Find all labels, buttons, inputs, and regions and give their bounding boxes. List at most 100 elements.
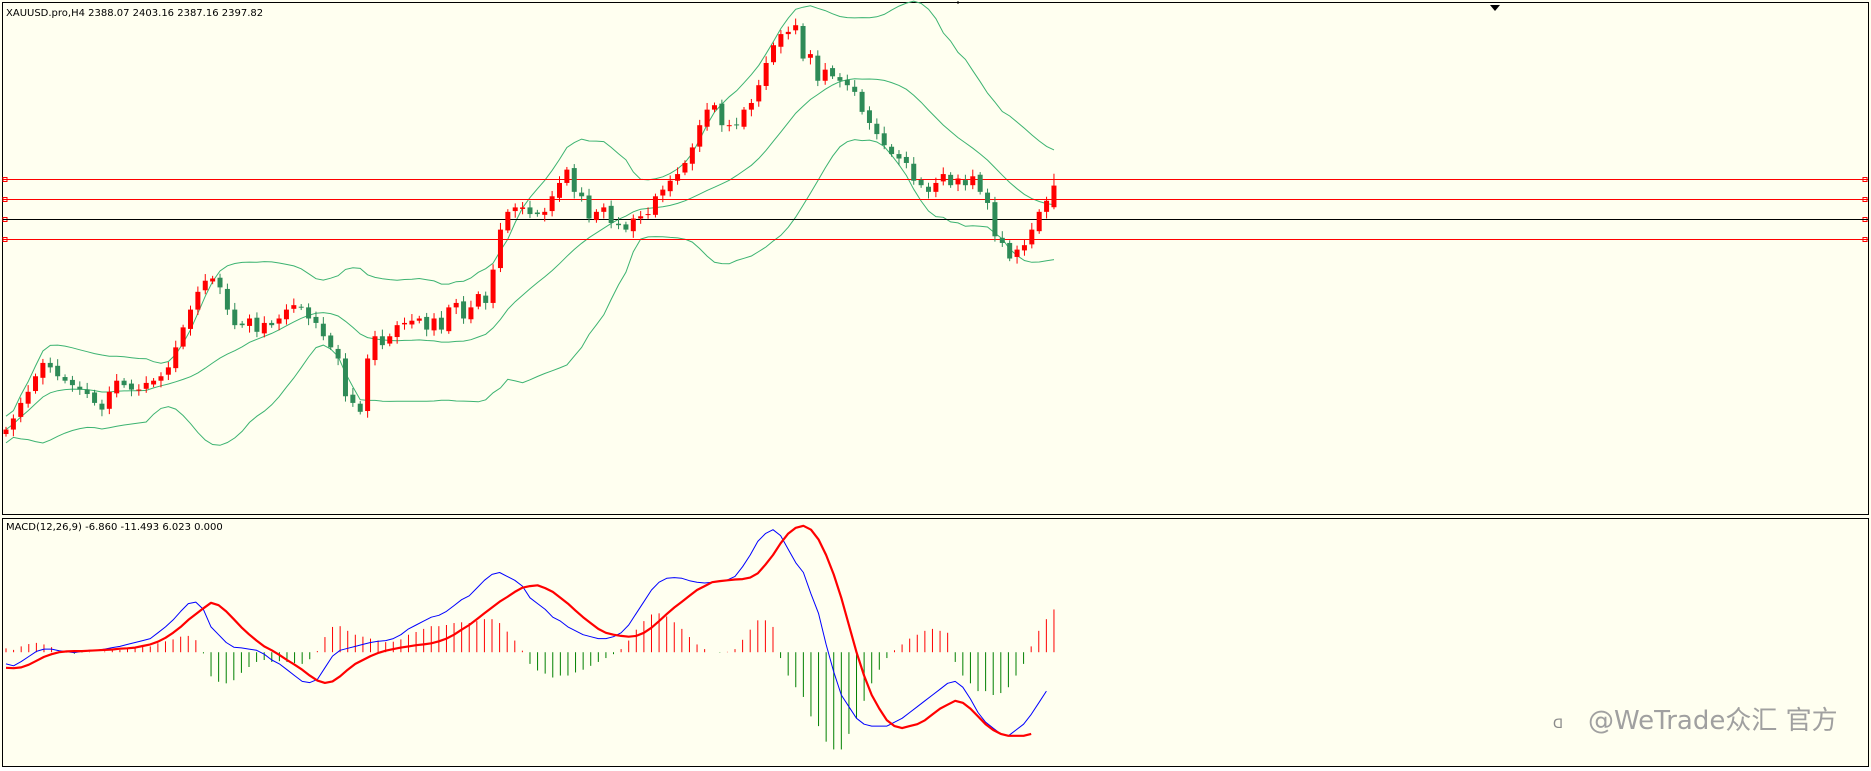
candle-body [424,316,430,330]
candle-body [505,211,511,231]
candle-body [756,85,762,102]
watermark-text: @WeTrade众汇 官方 [1588,706,1838,736]
candle-body [468,307,474,320]
candle-body [431,318,437,331]
candle-body [645,214,651,216]
level-handle-right[interactable] [1862,237,1868,242]
price-panel-label: XAUUSD.pro,H4 2388.07 2403.16 2387.16 23… [6,8,263,19]
bollinger-bands [5,0,1055,446]
bollinger-lower-band [5,139,1055,446]
candle-body [815,55,821,81]
candle-body [593,211,599,221]
candle-body [173,347,179,369]
candle-body [62,377,68,381]
candle-body [652,196,658,215]
candle-body [379,336,385,346]
candle-body [557,182,562,198]
macd-line [5,529,1047,737]
candle-body [1014,249,1020,257]
level-handle-right[interactable] [1862,197,1868,202]
level-handle-left[interactable] [2,197,8,202]
candle-body [69,379,75,386]
level-handle-left[interactable] [2,237,8,242]
candle-body [697,125,703,147]
candle-body [985,192,991,203]
candle-body [608,205,614,223]
macd-panel-label: MACD(12,26,9) -6.860 -11.493 6.023 0.000 [6,522,223,533]
candle-body [283,309,289,320]
candle-body [328,335,334,348]
candle-body [542,211,548,215]
candle-body [874,123,880,135]
candle-body [527,207,533,215]
candle-body [291,305,297,309]
candle-body [918,179,924,186]
candle-body [365,358,371,412]
watermark: ᗡ @WeTrade众汇 官方 [1553,706,1838,736]
candle-body [601,207,607,212]
candle-body [830,68,836,77]
candle-body [667,180,673,192]
candle-body [763,62,769,86]
price-panel-border [2,2,1869,515]
candle-body [261,322,267,334]
candles [3,18,1057,437]
candle-body [970,176,976,186]
candle-body [852,86,858,92]
candle-body [977,174,983,192]
bollinger-middle-band [5,78,1055,430]
horizontal-levels[interactable] [2,177,1868,242]
candle-body [1021,245,1027,251]
candle-body [357,403,363,412]
shift-marker-icon[interactable] [1490,5,1500,11]
candle-body [55,365,61,377]
candle-body [962,180,968,186]
candle-body [933,182,939,192]
candle-body [18,402,24,417]
candle-body [630,218,636,232]
candle-body [992,202,998,237]
candle-body [438,317,444,330]
price-panel[interactable]: XAUUSD.pro,H4 2388.07 2403.16 2387.16 23… [2,0,1869,515]
candle-body [3,429,9,435]
candle-body [571,168,577,192]
candle-body [881,133,887,146]
candle-body [726,125,732,127]
candle-body [793,25,799,31]
candle-body [269,322,275,326]
candle-body [689,147,695,164]
candle-body [306,307,312,319]
level-handle-right[interactable] [1862,177,1868,182]
candle-body [741,109,747,127]
candle-body [889,146,895,155]
candle-body [940,174,946,182]
candle-body [734,124,740,126]
candle-body [136,389,142,391]
candle-body [128,383,134,390]
candle-body [84,389,90,395]
candle-body [616,223,622,226]
candle-body [1051,185,1057,208]
candle-body [586,195,592,219]
candle-body [350,394,356,403]
candle-body [151,380,157,385]
macd-histogram [5,609,1055,750]
level-handle-left[interactable] [2,177,8,182]
candle-body [778,34,784,47]
candle-body [25,391,31,404]
candle-body [217,277,223,288]
candle-body [33,376,39,392]
candle-body [165,367,171,375]
signal-line [5,524,1032,737]
candle-body [638,216,644,219]
bollinger-upper-band [5,0,1055,417]
watermark-logo-icon: ᗡ [1553,717,1563,732]
candle-body [1007,242,1013,259]
candle-body [520,207,526,209]
candle-body [453,302,459,308]
candle-body [402,322,408,325]
candle-body [188,309,193,329]
candle-body [342,358,348,397]
candle-body [372,336,378,361]
